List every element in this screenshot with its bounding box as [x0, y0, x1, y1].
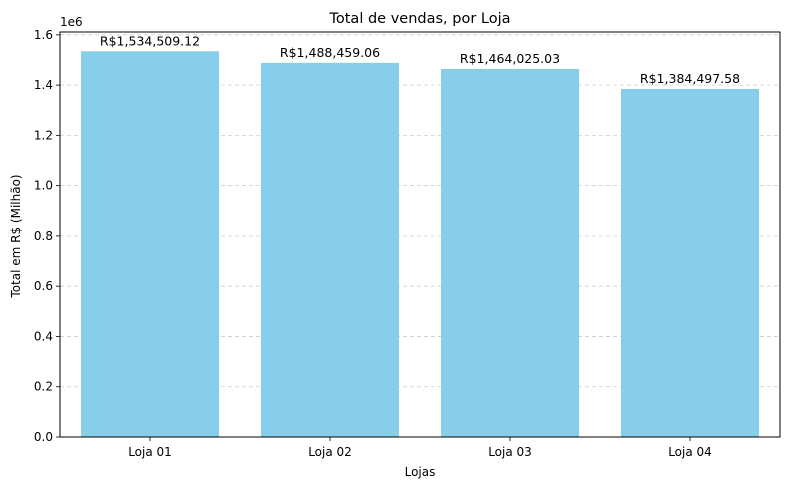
bar-data-label: R$1,488,459.06 [280, 45, 380, 60]
bar [261, 62, 399, 437]
y-tick-label: 0.6 [34, 279, 53, 293]
y-tick-label: 1.4 [34, 78, 53, 92]
bar [621, 88, 759, 438]
axes-layer: 0.0 0.2 0.4 0.6 0.8 1.0 1.2 1.4 1.6 Loja 01 Loja 0… [34, 28, 781, 459]
y-tick-label: 0.8 [34, 229, 53, 243]
bar-data-label: R$1,464,025.03 [460, 51, 560, 66]
bar-data-label: R$1,534,509.12 [100, 33, 200, 48]
x-tick-label: Loja 02 [308, 445, 352, 459]
y-tick-label: 1.2 [34, 128, 53, 142]
bar-data-label: R$1,384,497.58 [640, 71, 740, 86]
y-tick-label: 0.4 [34, 329, 53, 343]
y-tick-label: 1.6 [34, 28, 53, 42]
bars-layer [81, 51, 759, 438]
y-tick-label: 1.0 [34, 179, 53, 193]
y-axis-offset-label: 1e6 [60, 15, 83, 29]
x-tick-label: Loja 03 [488, 445, 532, 459]
x-tick-label: Loja 01 [128, 445, 172, 459]
x-axis-label: Lojas [405, 465, 436, 479]
y-axis-label: Total em R$ (Milhão) [9, 174, 23, 298]
x-tick-label: Loja 04 [668, 445, 712, 459]
bar [441, 69, 579, 438]
y-tick-label: 0.0 [34, 430, 53, 444]
chart-title: Total de vendas, por Loja [328, 11, 510, 27]
data-labels-layer: R$1,534,509.12 R$1,488,459.06 R$1,464,025.… [100, 33, 740, 86]
plot-frame [59, 31, 781, 438]
y-tick-label: 0.2 [34, 380, 53, 394]
bar [81, 51, 219, 438]
